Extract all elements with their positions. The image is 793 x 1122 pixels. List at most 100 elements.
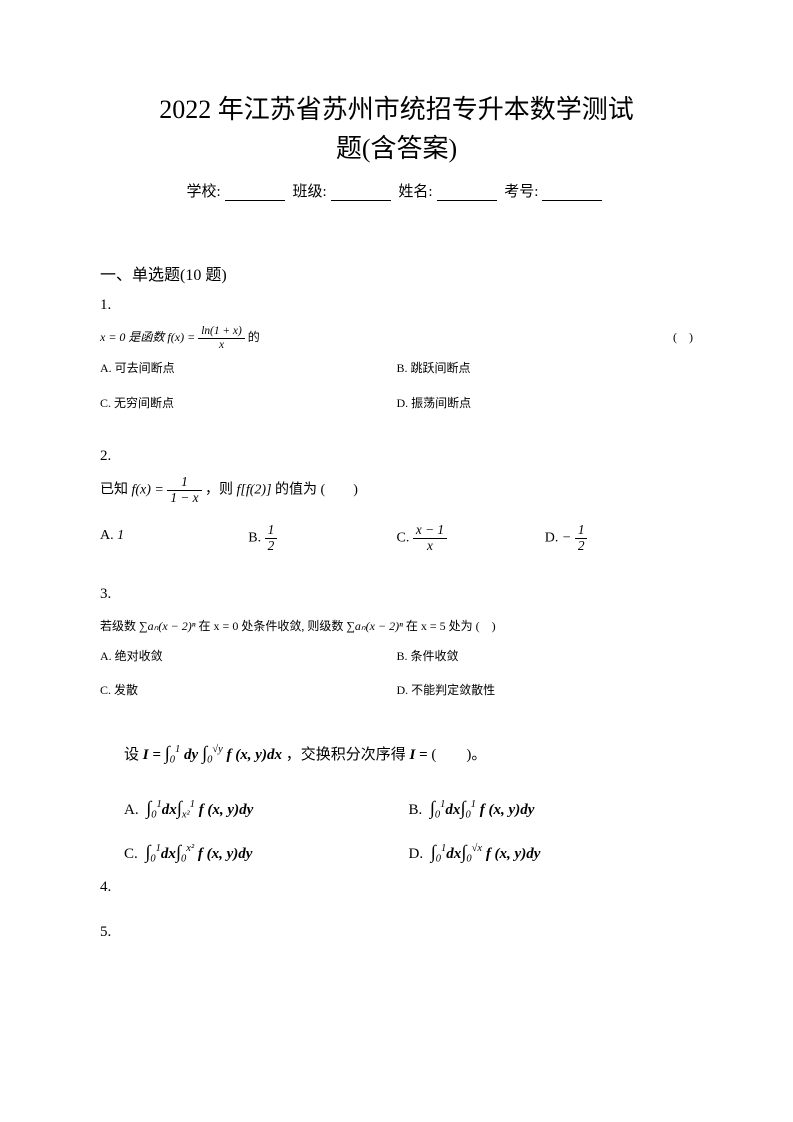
q2-fx: f(x) = [132,482,168,497]
student-info-line: 学校: 班级: 姓名: 考号: [100,180,693,201]
q4-optB-o-low: 0 [435,810,440,821]
q4-option-c: C. ∫01dx∫0x² f (x, y)dy [124,831,409,875]
q4-optA-i-low: x² [182,810,190,821]
q4-option-b: B. ∫01dx∫01 f (x, y)dy [409,787,694,831]
question-1: 1. x = 0 是函数 f(x) = ln(1 + x) x 的 ( ) A.… [100,297,693,420]
q2-optD-label: D. [545,531,559,546]
q4-stem-prefix: 设 [124,747,143,763]
question-5: 5. [100,924,693,941]
q4-optC-i-low: 0 [181,854,186,865]
q3-option-a: A. 绝对收敛 [100,639,397,673]
q1-option-a: A. 可去间断点 [100,351,397,385]
q1-frac-num: ln(1 + x) [198,325,245,339]
q1-answer-paren: ( ) [673,324,693,350]
q1-stem-suffix: 的 [248,330,260,344]
q2-optC-den: x [413,539,447,554]
q2-optB-label: B. [248,531,261,546]
q4-dy-low: 0 [170,754,175,765]
q2-number: 2. [100,448,693,465]
q3-stem-p1: 若级数 [100,619,139,633]
q2-option-b: B. 1 2 [248,519,396,557]
id-label: 考号: [504,184,538,200]
q2-frac-den: 1 − x [167,491,201,506]
q4-optD-o-low: 0 [436,854,441,865]
q4-stem-mid: ，交换积分次序得 [286,747,410,763]
q3-series-2: ∑aₙ(x − 2)ⁿ [346,619,403,633]
q4-optA-d1: dx [162,802,177,818]
school-label: 学校: [187,184,221,200]
q4-dy: dy [184,747,198,763]
q4-I-eq: I = [143,747,165,763]
q2-optD-den: 2 [575,539,588,554]
q1-stem-prefix: x = 0 是函数 f(x) = [100,330,198,344]
q4-optA-i-up: 1 [190,800,195,811]
q1-option-b: B. 跳跃间断点 [397,351,694,385]
q1-option-d: D. 振荡间断点 [397,386,694,420]
q4-paren: ( )。 [431,747,486,763]
id-blank [542,187,602,201]
q2-option-c: C. x − 1 x [397,519,545,557]
q4-optB-i-up: 1 [471,800,476,811]
q4-optD-i-low: 0 [466,854,471,865]
q2-frac-num: 1 [167,475,201,491]
q3-option-d: D. 不能判定敛散性 [397,673,694,707]
q4-dx-up: √y [212,744,222,755]
q1-frac-den: x [198,339,245,352]
q4-optA-integrand: f (x, y)dy [199,802,254,818]
q1-fraction: ln(1 + x) x [198,325,245,351]
q4-optA-label: A. [124,802,139,818]
question-2: 2. 已知 f(x) = 1 1 − x ，则 f[f(2)] 的值为 ( ) … [100,448,693,558]
q4-optC-i-up: x² [186,843,194,854]
q3-option-b: B. 条件收敛 [397,639,694,673]
name-blank [437,187,497,201]
q2-optD-frac: 1 2 [575,523,588,553]
q2-option-d: D. − 1 2 [545,519,693,557]
q3-series-1: ∑aₙ(x − 2)ⁿ [139,619,196,633]
q4-optC-label: C. [124,846,138,862]
class-label: 班级: [292,184,326,200]
q2-stem-mid: ，则 [205,482,237,497]
q4-option-a: A. ∫01dx∫x²1 f (x, y)dy [124,787,409,831]
q3-stem-p3: 在 x = 5 处为 ( ) [406,619,496,633]
q4-optC-d1: dx [161,846,176,862]
title-line-1: 2022 年江苏省苏州市统招专升本数学测试 [100,90,693,129]
exam-title: 2022 年江苏省苏州市统招专升本数学测试 题(含答案) [100,90,693,168]
q2-optA-val: 1 [117,528,124,543]
q2-optC-label: C. [397,531,410,546]
q3-stem-p2: 在 x = 0 处条件收敛, 则级数 [199,619,347,633]
q4-optD-label: D. [409,846,424,862]
q4-optB-integrand: f (x, y)dy [480,802,535,818]
q4-optB-d1: dx [445,802,460,818]
class-blank [331,187,391,201]
q4-optC-o-low: 0 [150,854,155,865]
q2-optB-frac: 1 2 [265,523,278,553]
q2-optC-num: x − 1 [413,523,447,539]
q1-option-c: C. 无穷间断点 [100,386,397,420]
q4-optB-i-low: 0 [466,810,471,821]
q2-option-a: A. 1 [100,519,248,557]
school-blank [225,187,285,201]
q5-number: 5. [100,924,693,941]
q3-number: 3. [100,586,693,603]
q4-I-eq2: I = [409,747,431,763]
q2-stem-prefix: 已知 [100,482,132,497]
q4-optA-o-low: 0 [151,810,156,821]
question-3: 3. 若级数 ∑aₙ(x − 2)ⁿ 在 x = 0 处条件收敛, 则级数 ∑a… [100,586,693,708]
question-4: 设 I = ∫01 dy ∫0√y f (x, y)dx ，交换积分次序得 I … [100,736,693,896]
q4-optC-integrand: f (x, y)dy [198,846,253,862]
name-label: 姓名: [398,184,432,200]
q1-number: 1. [100,297,693,314]
q2-optC-frac: x − 1 x [413,523,447,553]
q2-optB-den: 2 [265,539,278,554]
q4-fxy-dx: f (x, y)dx [227,747,282,763]
q2-optD-num: 1 [575,523,588,539]
q2-optA-label: A. [100,528,114,543]
q4-option-d: D. ∫01dx∫0√x f (x, y)dy [409,831,694,875]
q4-optD-i-up: √x [472,843,482,854]
q2-stem-suffix: 的值为 ( ) [275,482,358,497]
q4-optB-label: B. [409,802,423,818]
q2-optD-prefix: − [562,531,571,546]
q4-optD-integrand: f (x, y)dy [486,846,541,862]
q4-dx-low: 0 [207,754,212,765]
q2-optB-num: 1 [265,523,278,539]
